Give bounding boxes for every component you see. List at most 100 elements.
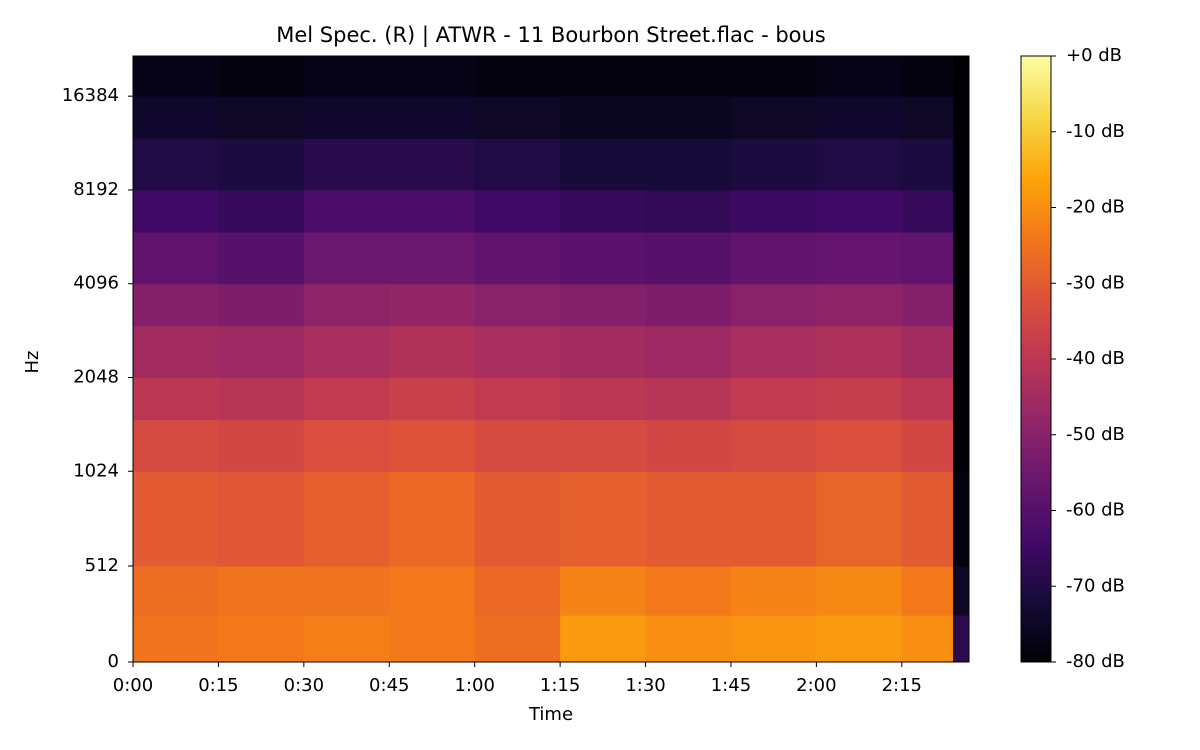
y-axis-label: Hz: [22, 351, 43, 374]
heatmap-cell: [645, 189, 732, 233]
colorbar-tick-label: -30 dB: [1066, 272, 1125, 293]
heatmap-cell: [816, 56, 903, 97]
heatmap-cell: [474, 377, 561, 421]
heatmap-cell: [133, 377, 219, 421]
heatmap-cell: [730, 56, 817, 97]
x-tick-label: 0:30: [284, 675, 324, 696]
heatmap-cell: [816, 96, 903, 139]
heatmap-cell: [389, 377, 476, 421]
heatmap-cell: [645, 232, 732, 285]
heatmap-cell: [816, 325, 903, 378]
heatmap-cell: [816, 615, 903, 663]
heatmap-cell: [474, 615, 561, 663]
heatmap-cell: [816, 471, 903, 567]
heatmap-cell: [953, 377, 970, 421]
colorbar-tick-label: -60 dB: [1066, 500, 1125, 521]
heatmap-cell: [901, 325, 954, 378]
heatmap-cell: [730, 377, 817, 421]
heatmap-cell: [133, 232, 219, 285]
heatmap-cell: [303, 96, 390, 139]
heatmap-cell: [218, 419, 305, 472]
x-tick-label: 0:45: [369, 675, 409, 696]
plot-frame: [132, 55, 970, 663]
heatmap-cell: [901, 565, 954, 616]
heatmap-cell: [645, 325, 732, 378]
heatmap-cell: [560, 325, 647, 378]
heatmap-cell: [560, 189, 647, 233]
y-tick-label: 8192: [73, 179, 119, 200]
heatmap-cell: [901, 471, 954, 567]
heatmap-cell: [474, 189, 561, 233]
heatmap-cell: [645, 615, 732, 663]
heatmap-cell: [133, 283, 219, 327]
heatmap-cell: [133, 189, 219, 233]
heatmap-cell: [645, 283, 732, 327]
heatmap-cell: [218, 325, 305, 378]
heatmap-cell: [389, 232, 476, 285]
heatmap-cell: [389, 471, 476, 567]
heatmap-cell: [133, 471, 219, 567]
heatmap-cell: [816, 565, 903, 616]
heatmap-cell: [901, 232, 954, 285]
x-tick-label: 1:45: [711, 675, 751, 696]
y-tick-label: 512: [85, 555, 119, 576]
heatmap-cell: [133, 138, 219, 191]
heatmap-cell: [560, 232, 647, 285]
heatmap-cell: [389, 419, 476, 472]
heatmap-cell: [901, 189, 954, 233]
colorbar-tick-label: +0 dB: [1066, 45, 1122, 66]
heatmap-cell: [218, 56, 305, 97]
heatmap-cell: [218, 565, 305, 616]
heatmap-cell: [901, 283, 954, 327]
heatmap-cell: [645, 56, 732, 97]
heatmap-cell: [389, 96, 476, 139]
heatmap-cell: [953, 189, 970, 233]
heatmap-cell: [953, 56, 970, 97]
heatmap-cell: [474, 325, 561, 378]
heatmap-cell: [816, 283, 903, 327]
heatmap-cell: [953, 232, 970, 285]
heatmap-cell: [953, 615, 970, 663]
heatmap-cell: [560, 471, 647, 567]
heatmap-cell: [389, 565, 476, 616]
heatmap-cell: [816, 419, 903, 472]
heatmap-cell: [218, 189, 305, 233]
colorbar-tick-label: -70 dB: [1066, 575, 1125, 596]
heatmap-cell: [303, 377, 390, 421]
heatmap-cell: [953, 325, 970, 378]
heatmap-cell: [303, 615, 390, 663]
heatmap-cell: [730, 419, 817, 472]
heatmap-cell: [560, 56, 647, 97]
heatmap-cell: [218, 283, 305, 327]
heatmap-cell: [133, 419, 219, 472]
heatmap-cell: [730, 565, 817, 616]
heatmap-cell: [389, 615, 476, 663]
y-tick-label: 1024: [73, 460, 119, 481]
heatmap-cell: [133, 56, 219, 97]
heatmap-cell: [901, 138, 954, 191]
heatmap-cell: [474, 419, 561, 472]
heatmap-cell: [953, 138, 970, 191]
heatmap-cell: [474, 283, 561, 327]
heatmap-cell: [303, 232, 390, 285]
heatmap-cell: [816, 189, 903, 233]
heatmap-cell: [730, 138, 817, 191]
heatmap-cell: [218, 96, 305, 139]
heatmap-cell: [953, 283, 970, 327]
heatmap-cell: [389, 283, 476, 327]
heatmap-cell: [474, 138, 561, 191]
colorbar: [1020, 55, 1052, 663]
heatmap-cell: [218, 615, 305, 663]
heatmap-cell: [303, 325, 390, 378]
heatmap-cell: [560, 283, 647, 327]
heatmap-cells: [133, 56, 970, 663]
heatmap-cell: [389, 189, 476, 233]
x-tick-label: 0:15: [198, 675, 238, 696]
heatmap-cell: [303, 419, 390, 472]
heatmap-cell: [560, 419, 647, 472]
colorbar-tick-label: -50 dB: [1066, 424, 1125, 445]
heatmap-cell: [730, 615, 817, 663]
heatmap-cell: [730, 325, 817, 378]
heatmap-cell: [133, 615, 219, 663]
